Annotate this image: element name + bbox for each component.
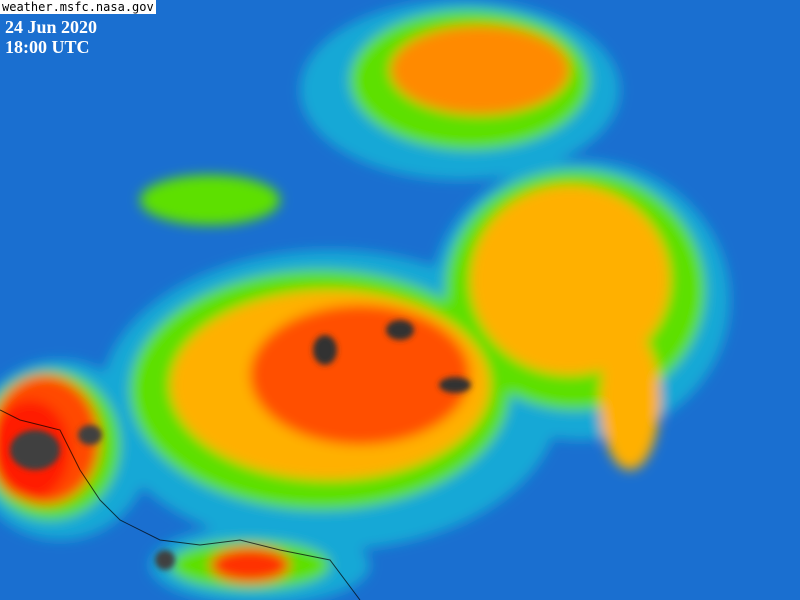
time-label: 18:00 UTC [5, 37, 90, 57]
timestamp: 24 Jun 2020 18:00 UTC [5, 17, 97, 57]
date-label: 24 Jun 2020 [5, 17, 98, 37]
source-credit: weather.msfc.nasa.gov [0, 0, 156, 14]
